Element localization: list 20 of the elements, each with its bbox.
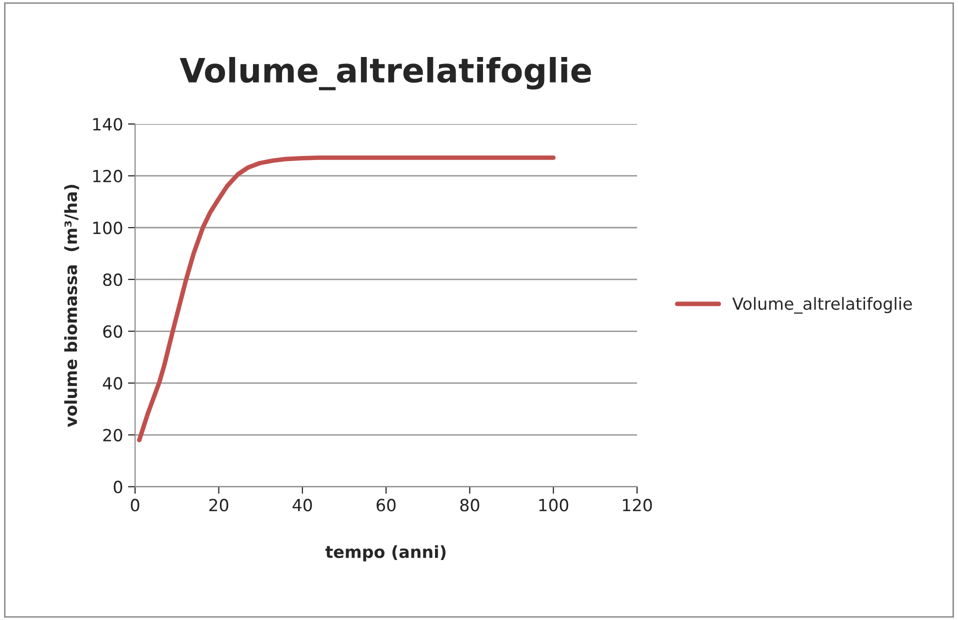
y-tick-label: 40 — [102, 377, 122, 390]
legend-label: Volume_altrelatifoglie — [732, 297, 912, 314]
x-tick-label: 0 — [130, 498, 140, 512]
chart-title: Volume_altrelatifoglie — [180, 57, 591, 90]
y-tick-label: 120 — [93, 170, 122, 182]
y-tick-label: 80 — [103, 273, 122, 286]
x-tick-label: 20 — [209, 498, 228, 512]
x-tick-label: 120 — [622, 498, 652, 512]
x-tick-label: 40 — [292, 498, 312, 512]
y-tick-label: 140 — [93, 118, 122, 131]
line-series — [137, 155, 556, 442]
x-tick-label: 80 — [460, 498, 480, 512]
x-tick-label: 60 — [376, 498, 396, 512]
y-axis-title: volume biomassa (m³/ha) — [64, 184, 80, 428]
y-tick-label: 0 — [114, 480, 122, 494]
x-axis-title: tempo (anni) — [325, 545, 446, 562]
y-tick-label: 60 — [103, 325, 122, 338]
x-tick-label: 100 — [539, 498, 568, 512]
y-tick-label: 20 — [103, 428, 122, 442]
y-tick-label: 100 — [93, 222, 122, 234]
